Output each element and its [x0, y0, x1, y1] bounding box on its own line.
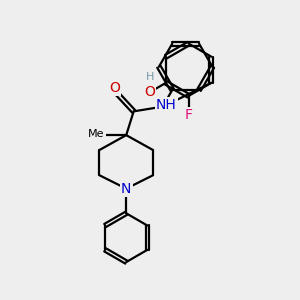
- Text: N: N: [121, 182, 131, 196]
- Text: NH: NH: [156, 98, 177, 112]
- Text: Me: Me: [88, 129, 105, 139]
- Text: O: O: [109, 81, 120, 94]
- Text: H: H: [146, 72, 154, 82]
- Text: F: F: [159, 99, 167, 113]
- Text: O: O: [144, 85, 155, 100]
- Text: F: F: [184, 108, 193, 122]
